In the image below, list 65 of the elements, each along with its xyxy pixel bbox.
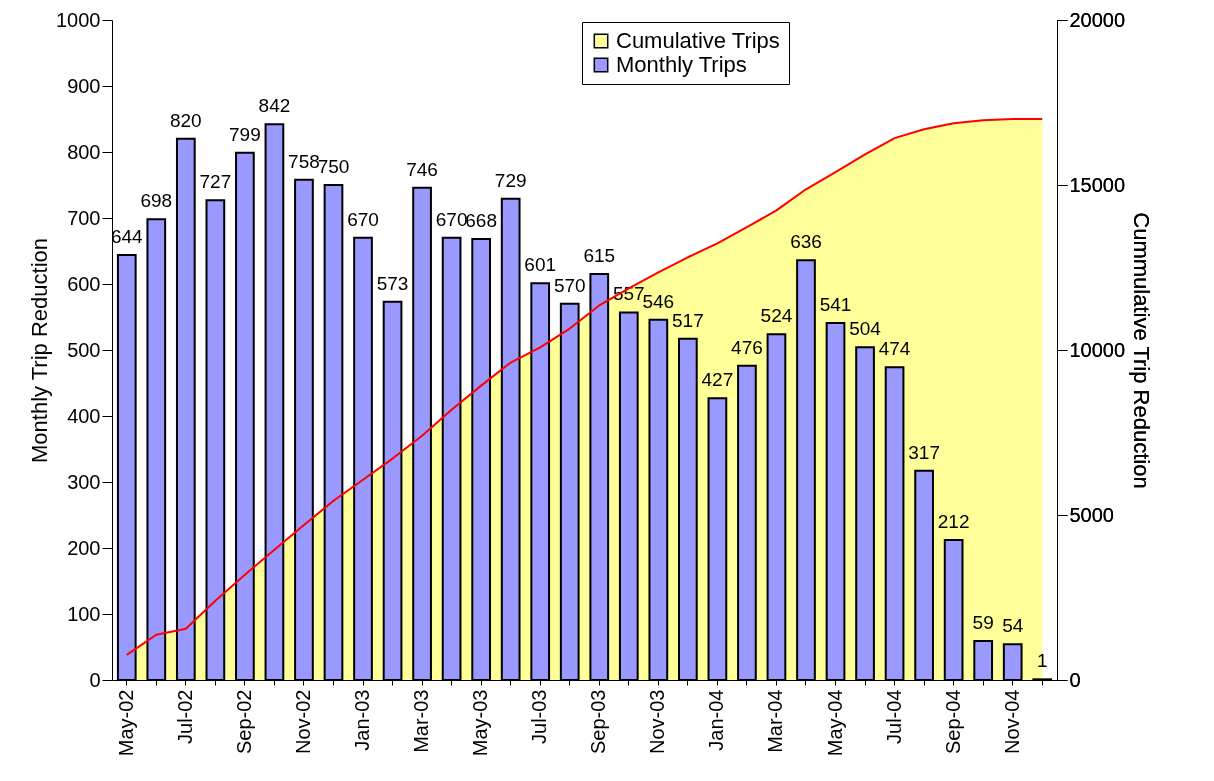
y2-tick-label: 0 — [1069, 668, 1081, 691]
data-label: 476 — [731, 336, 763, 358]
data-label: 636 — [790, 231, 822, 253]
data-label: 517 — [672, 309, 704, 331]
y-tick-label: 100 — [67, 602, 101, 625]
x-tick-label: Sep-02 — [232, 689, 255, 754]
y2-axis-title: Cummulative Trip Reduction — [1129, 212, 1155, 489]
x-tick-label: Mar-04 — [764, 689, 787, 753]
y-tick-label: 900 — [67, 74, 101, 97]
y-tick-label: 1000 — [56, 8, 101, 31]
data-label: 601 — [524, 254, 557, 276]
x-tick-label: Jan-04 — [705, 689, 728, 751]
data-label: 820 — [169, 109, 202, 131]
x-tick-label: Nov-02 — [291, 689, 314, 754]
y-tick-label: 600 — [67, 272, 101, 295]
data-label: 799 — [229, 123, 261, 145]
x-tick-label: Jul-04 — [882, 689, 905, 744]
data-label: 573 — [376, 272, 409, 294]
data-label: 546 — [642, 290, 675, 312]
y-tick-label: 700 — [67, 206, 101, 229]
x-tick-label: Mar-03 — [410, 689, 433, 753]
data-label: 727 — [199, 171, 232, 193]
data-label: 54 — [1002, 615, 1024, 637]
data-label: 670 — [435, 208, 468, 230]
data-label: 729 — [494, 169, 527, 191]
y2-tick-label: 15000 — [1069, 173, 1126, 196]
data-label: 746 — [406, 158, 438, 180]
data-label: 59 — [972, 612, 994, 634]
data-label: 758 — [288, 150, 320, 172]
data-label: 541 — [819, 293, 852, 315]
y-tick-label: 300 — [67, 470, 101, 493]
y2-tick-label: 20000 — [1069, 8, 1126, 31]
legend-label: Cumulative Trips — [616, 28, 780, 53]
data-label: 1 — [1036, 650, 1048, 672]
data-label: 842 — [258, 95, 291, 117]
data-label: 570 — [553, 274, 586, 296]
y-tick-label: 200 — [67, 536, 101, 559]
x-tick-label: Jan-03 — [351, 689, 374, 751]
x-tick-label: Jul-02 — [173, 689, 196, 744]
data-label: 474 — [878, 338, 911, 360]
x-tick-label: May-03 — [469, 689, 492, 757]
y2-tick-label: 10000 — [1069, 338, 1126, 361]
x-tick-label: Sep-03 — [587, 689, 610, 754]
x-tick-label: Nov-03 — [646, 689, 669, 754]
x-tick-label: Nov-04 — [1000, 689, 1023, 754]
y-tick-label: 800 — [67, 140, 101, 163]
y-axis-title: Monthly Trip Reduction — [27, 238, 53, 463]
data-label: 670 — [347, 208, 379, 230]
x-tick-label: May-02 — [114, 689, 137, 757]
data-label: 504 — [849, 318, 882, 340]
y-tick-label: 400 — [67, 404, 101, 427]
x-tick-label: May-04 — [823, 689, 846, 757]
data-label: 698 — [140, 190, 173, 212]
x-tick-label: Sep-04 — [941, 689, 964, 754]
data-label: 212 — [937, 511, 970, 533]
x-tick-label: Jul-03 — [528, 689, 551, 744]
data-label: 427 — [701, 369, 734, 391]
legend-label: Monthly Trips — [616, 52, 747, 77]
data-label: 668 — [465, 210, 497, 232]
data-label: 615 — [583, 245, 616, 267]
y-tick-label: 500 — [67, 338, 101, 361]
y2-tick-label: 5000 — [1069, 503, 1114, 526]
data-label: 524 — [760, 305, 793, 327]
data-label: 317 — [908, 441, 940, 463]
y-tick-label: 0 — [89, 668, 101, 691]
